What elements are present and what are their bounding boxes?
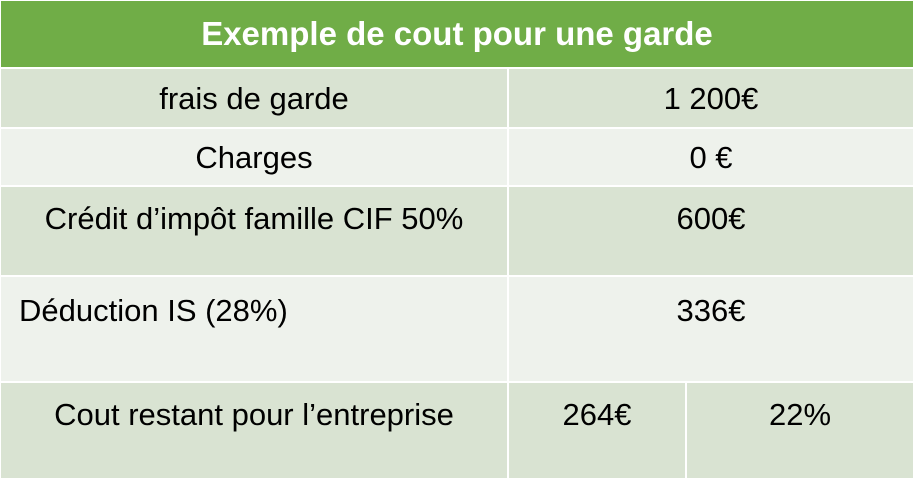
- row-label: frais de garde: [159, 81, 349, 116]
- row-label: Charges: [195, 140, 313, 175]
- table-row: Déduction IS (28%) 336€: [1, 277, 913, 383]
- row-percent: 22%: [685, 383, 913, 478]
- row-label: Déduction IS (28%): [19, 293, 288, 328]
- row-value: 336€: [507, 277, 913, 381]
- table-row: Charges 0 €: [1, 129, 913, 187]
- row-value: 600€: [507, 187, 913, 275]
- row-value: 1 200€: [507, 69, 913, 127]
- row-label: Cout restant pour l’entreprise: [54, 397, 454, 432]
- table-title: Exemple de cout pour une garde: [201, 15, 713, 52]
- row-value: 0 €: [507, 129, 913, 185]
- row-label: Crédit d’impôt famille CIF 50%: [44, 201, 464, 236]
- row-value: 264€: [507, 383, 685, 478]
- table-row: Cout restant pour l’entreprise 264€ 22%: [1, 383, 913, 478]
- table-row: Crédit d’impôt famille CIF 50% 600€: [1, 187, 913, 277]
- table-row: frais de garde 1 200€: [1, 69, 913, 129]
- table-header: Exemple de cout pour une garde: [1, 1, 913, 69]
